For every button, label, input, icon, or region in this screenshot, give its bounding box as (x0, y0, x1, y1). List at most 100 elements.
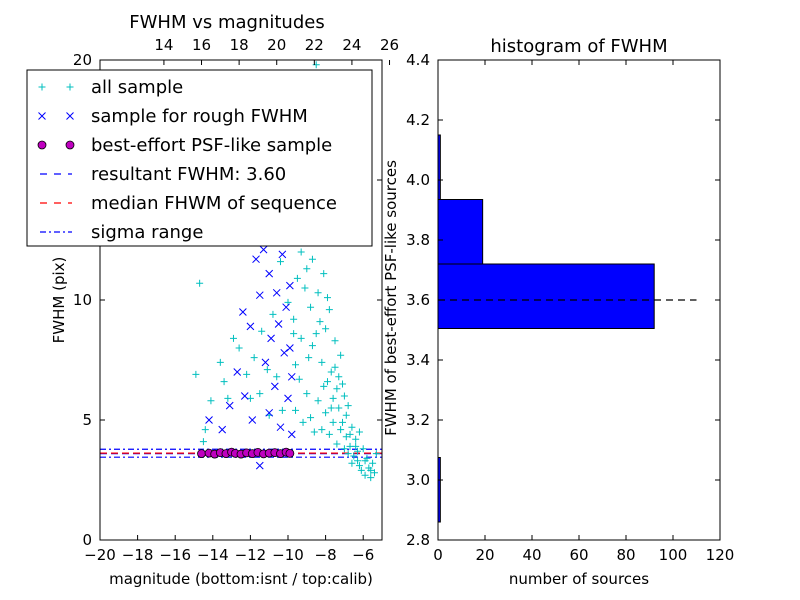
data-point (256, 390, 264, 398)
data-point (205, 416, 213, 424)
data-point (367, 474, 375, 482)
data-point (273, 373, 281, 381)
scatter-x-axis-label: magnitude (bottom:isnt / top:calib) (109, 570, 373, 588)
histogram-axes: 0 20 40 60 80 100 120 2.8 3.0 3.2 3.4 3.6 3.8 4.0 4.2 4… (406, 51, 734, 564)
data-point (308, 342, 316, 350)
data-point (216, 358, 224, 366)
data-point (286, 344, 294, 352)
data-point (265, 408, 274, 417)
legend-entry: resultant FWHM: 3.60 (40, 164, 286, 185)
top-x-tick-label: 26 (380, 36, 399, 54)
x-tick-label: 60 (569, 546, 588, 564)
legend-label: resultant FWHM: 3.60 (91, 164, 286, 185)
data-point (348, 423, 356, 431)
legend-entry: sigma range (40, 222, 203, 243)
legend-label: best-effort PSF-like sample (91, 135, 332, 156)
top-x-tick-label: 24 (342, 36, 361, 54)
data-point (290, 315, 298, 323)
top-x-tick-label: 16 (192, 36, 211, 54)
legend-marker (37, 140, 47, 150)
data-point (322, 409, 330, 417)
data-point (290, 330, 298, 338)
data-point (284, 394, 292, 403)
scatter-title: FWHM vs magnitudes (129, 12, 324, 33)
y-tick-label: 20 (73, 51, 92, 69)
data-point (233, 368, 242, 376)
histogram-bar (438, 199, 484, 265)
histogram-title: histogram of FWHM (490, 36, 667, 57)
data-point (278, 250, 287, 259)
data-point (199, 438, 207, 446)
data-point (348, 459, 356, 467)
y-tick-label: 10 (73, 291, 92, 309)
data-point (192, 370, 200, 378)
x-tick-label: −20 (84, 546, 116, 564)
data-point (318, 358, 326, 366)
histogram-bar (438, 457, 441, 523)
data-point (220, 378, 228, 386)
histogram-bar (438, 263, 655, 329)
data-point (240, 392, 249, 400)
data-point (282, 303, 290, 312)
legend-marker (38, 112, 46, 120)
data-point (201, 426, 209, 434)
data-point (331, 363, 339, 371)
data-point (333, 440, 341, 448)
data-point (286, 281, 294, 290)
x-tick-label: −10 (272, 546, 304, 564)
data-point (333, 385, 341, 393)
data-point (344, 450, 352, 458)
data-point (243, 370, 251, 378)
data-point (246, 322, 255, 331)
data-point (280, 348, 289, 357)
data-point (292, 406, 300, 414)
data-point (276, 258, 284, 266)
top-x-tick-label: 22 (305, 36, 324, 54)
data-point (335, 404, 343, 412)
series-2 (197, 447, 295, 459)
y-tick-label: 4.4 (406, 51, 430, 69)
data-point (285, 448, 295, 458)
series-0 (192, 61, 380, 482)
data-point (258, 327, 266, 335)
top-x-tick-label: 18 (230, 36, 249, 54)
data-point (224, 394, 232, 402)
legend-box (26, 69, 373, 247)
data-point (293, 274, 301, 282)
data-point (297, 248, 305, 256)
data-point (323, 378, 331, 386)
data-point (322, 325, 330, 333)
data-point (218, 425, 227, 434)
data-point (287, 372, 296, 381)
legend-label: sample for rough FWHM (91, 106, 308, 127)
scatter-y-axis-label: FWHM (pix) (50, 257, 68, 344)
data-point (329, 418, 337, 426)
x-tick-label: 0 (433, 546, 443, 564)
data-point (255, 291, 264, 300)
data-point (239, 308, 247, 316)
x-tick-label: −14 (197, 546, 229, 564)
data-point (274, 320, 283, 328)
legend-marker (65, 140, 75, 150)
data-point (307, 414, 315, 422)
x-tick-label: 20 (475, 546, 494, 564)
x-tick-label: −12 (235, 546, 267, 564)
data-point (270, 382, 279, 391)
data-point (359, 445, 367, 453)
data-point (342, 411, 350, 419)
data-point (367, 466, 375, 474)
histogram-x-axis-label: number of sources (509, 570, 649, 588)
histogram-plot-area (438, 134, 697, 523)
data-point (310, 428, 318, 436)
data-point (250, 354, 258, 362)
data-point (350, 452, 358, 460)
legend-marker (66, 83, 74, 91)
data-point (297, 334, 305, 342)
data-point (197, 449, 206, 459)
x-tick-label: 100 (659, 546, 688, 564)
data-point (269, 310, 277, 318)
data-point (278, 406, 286, 414)
data-point (261, 358, 270, 367)
data-point (276, 423, 285, 432)
data-point (346, 430, 354, 438)
